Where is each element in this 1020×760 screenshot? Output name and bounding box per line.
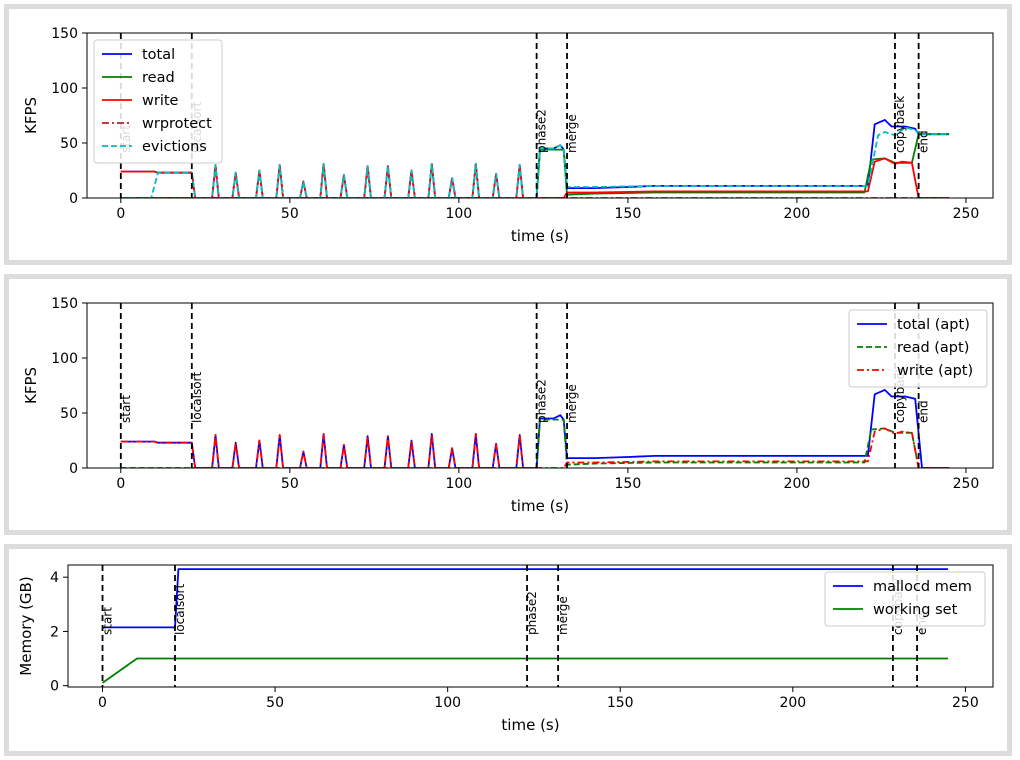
x-tick-label: 0 (116, 206, 125, 222)
marker-label-end: end (917, 400, 931, 423)
y-tick-label: 0 (69, 191, 78, 207)
x-tick-label: 250 (953, 206, 980, 222)
marker-label-merge: merge (565, 114, 579, 153)
y-tick-label: 2 (50, 624, 59, 640)
x-tick-label: 0 (116, 476, 125, 492)
legend-label: mallocd mem (873, 579, 972, 595)
series-line-working-set (101, 657, 949, 684)
chart-panel-3: startlocalsortphase2mergecopybackend0501… (4, 544, 1012, 756)
x-axis-label: time (s) (511, 227, 569, 245)
plot-frame (86, 32, 994, 199)
marker-label-start: start (101, 607, 115, 635)
x-tick-label: 0 (98, 695, 107, 711)
legend-box (93, 39, 223, 164)
chart-panel-2: start localsort phase2 merge copyback end 0 50 1… (4, 274, 1012, 535)
legend-label: working set (873, 602, 958, 618)
marker-label-phase2: phase2 (525, 591, 539, 635)
legend-label: read (apt) (897, 340, 969, 356)
series-line-write-apt- (120, 427, 950, 468)
x-tick-label: 150 (615, 476, 642, 492)
x-tick-label: 150 (607, 695, 634, 711)
y-tick-label: 150 (51, 26, 78, 42)
plot-frame (67, 564, 994, 688)
legend-label: total (apt) (897, 317, 970, 333)
chart-1-svg: startlocalsortphase2mergecopybackend0501… (22, 26, 994, 245)
y-tick-label: 4 (50, 570, 59, 586)
y-tick-label: 100 (51, 351, 78, 367)
y-tick-label: 0 (50, 679, 59, 695)
legend-box (824, 571, 986, 627)
legend-box (848, 309, 988, 388)
x-tick-label: 50 (266, 695, 284, 711)
x-tick-label: 150 (615, 206, 642, 222)
legend-label: total (142, 47, 175, 63)
series-line-write (120, 157, 950, 198)
x-tick-label: 200 (779, 695, 806, 711)
x-tick-label: 200 (784, 476, 811, 492)
x-tick-label: 100 (445, 476, 472, 492)
x-tick-label: 100 (434, 695, 461, 711)
legend-label: read (142, 70, 175, 86)
series-line-mallocd-mem (102, 568, 949, 629)
legend-label: write (apt) (897, 363, 973, 379)
x-tick-label: 100 (445, 206, 472, 222)
chart-3-svg: startlocalsortphase2mergecopybackend0501… (17, 564, 994, 734)
marker-label-merge: merge (556, 596, 570, 635)
x-tick-label: 250 (953, 476, 980, 492)
y-tick-label: 0 (69, 461, 78, 477)
y-axis-label: KFPS (22, 97, 40, 134)
plot-frame (86, 302, 994, 469)
y-tick-label: 50 (60, 406, 78, 422)
x-tick-label: 250 (952, 695, 979, 711)
series-group (101, 568, 949, 684)
marker-label-localsort: localsort (190, 372, 204, 423)
marker-label-merge: merge (565, 384, 579, 423)
y-axis-label: KFPS (22, 367, 40, 404)
y-tick-label: 150 (51, 296, 78, 312)
y-tick-label: 50 (60, 136, 78, 152)
x-axis-label: time (s) (511, 497, 569, 515)
marker-label-localsort: localsort (173, 584, 187, 635)
marker-label-phase2: phase2 (535, 109, 549, 153)
marker-label-end: end (917, 130, 931, 153)
legend-label: evictions (142, 139, 207, 155)
marker-label-phase2: phase2 (535, 379, 549, 423)
x-tick-label: 50 (281, 476, 299, 492)
x-tick-label: 50 (281, 206, 299, 222)
marker-label-copyback: copyback (893, 96, 907, 153)
legend-label: write (142, 93, 179, 109)
series-line-read-apt- (120, 418, 950, 468)
x-tick-label: 200 (784, 206, 811, 222)
legend-label: wrprotect (142, 116, 212, 132)
x-axis-label: time (s) (501, 716, 559, 734)
chart-panel-1: startlocalsortphase2mergecopybackend0501… (4, 4, 1012, 265)
y-axis-label: Memory (GB) (17, 576, 35, 675)
marker-label-start: start (119, 395, 133, 423)
y-tick-label: 100 (51, 81, 78, 97)
